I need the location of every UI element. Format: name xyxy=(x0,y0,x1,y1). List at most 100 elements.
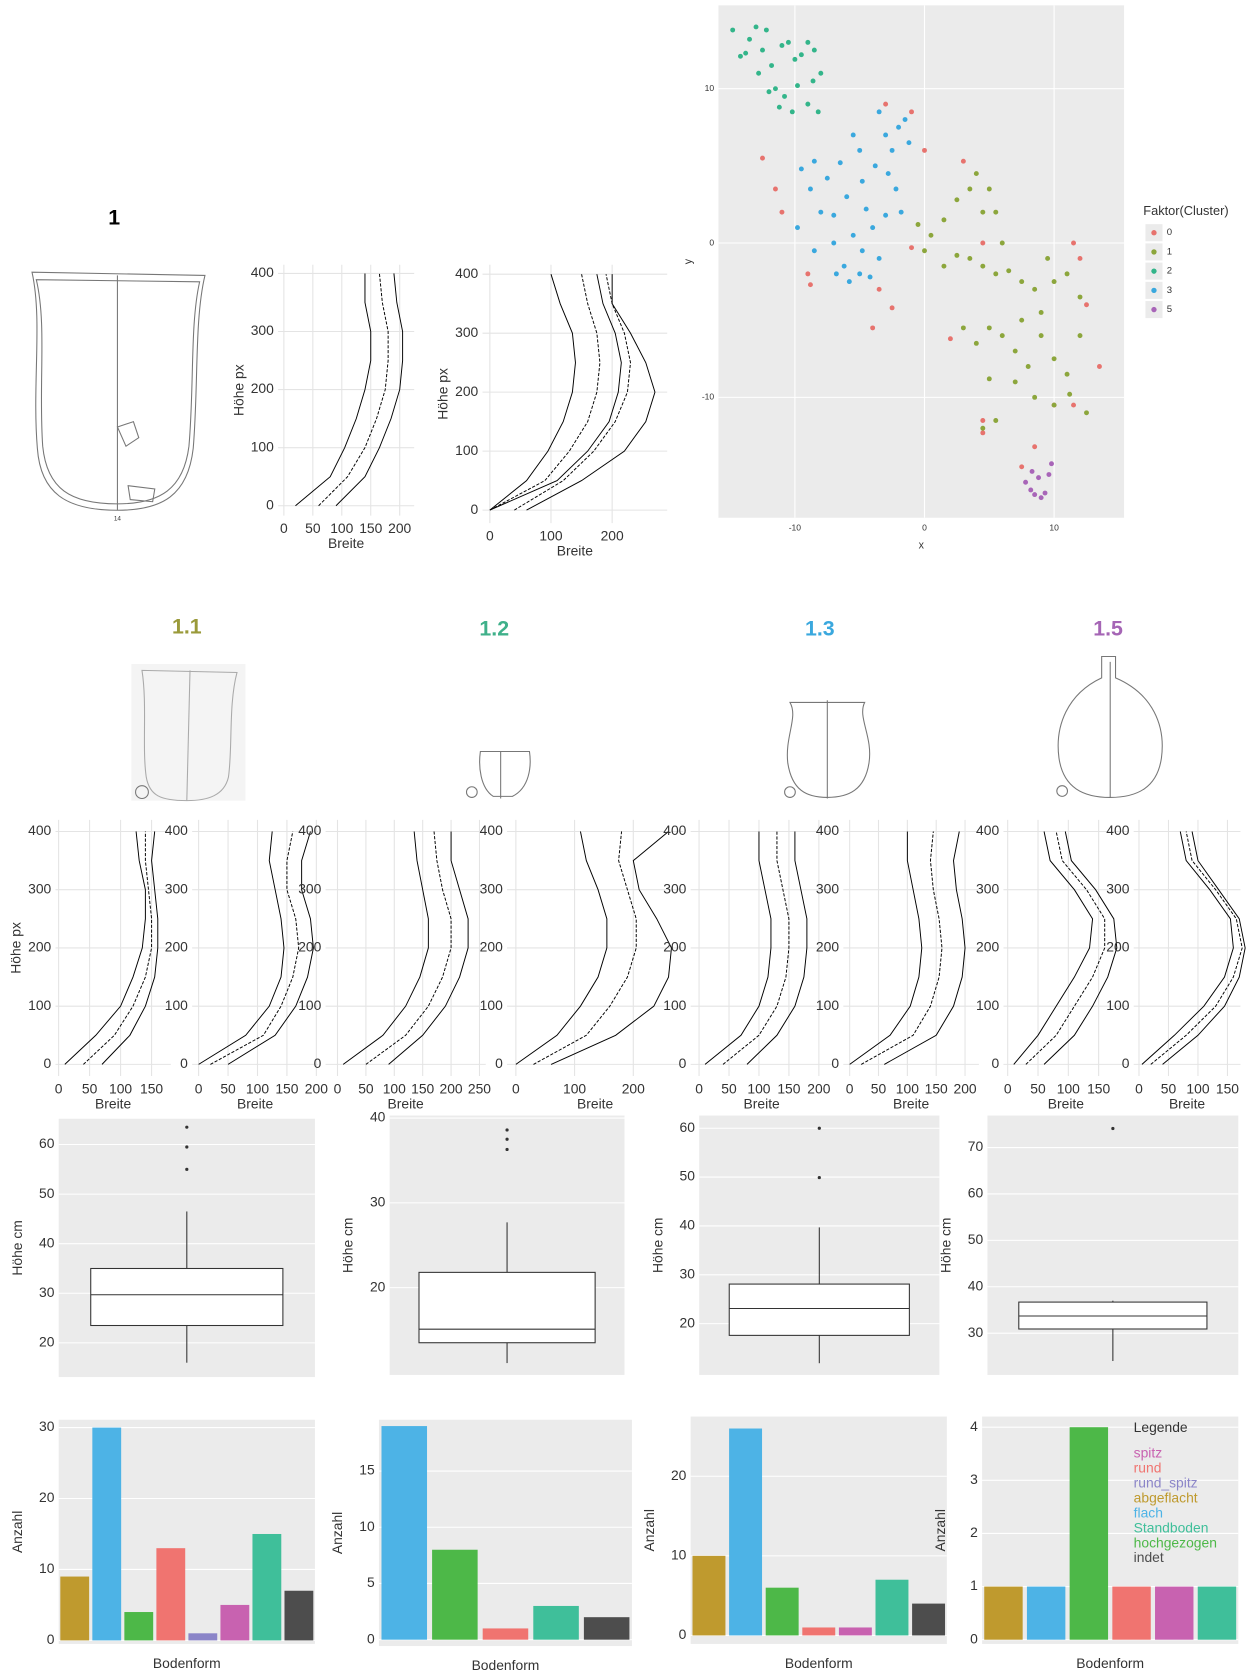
y-tick-label: 200 xyxy=(165,939,188,955)
scatter-point xyxy=(980,209,986,215)
y-tick-label: 200 xyxy=(480,939,503,955)
x-tick-label: 100 xyxy=(383,1081,406,1097)
outlier xyxy=(505,1137,509,1141)
outlier xyxy=(817,1175,821,1180)
scatter-point xyxy=(999,333,1005,339)
x-axis-title: Breite xyxy=(557,543,593,559)
scatter-point xyxy=(1064,271,1070,277)
x-tick-label: 0 xyxy=(195,1081,203,1097)
scatter-point xyxy=(1028,487,1034,493)
y-tick-label: 100 xyxy=(251,438,274,454)
y-tick-label: 400 xyxy=(165,822,188,838)
scatter-point xyxy=(766,89,772,95)
legend-label: 1 xyxy=(1167,246,1172,257)
x-axis-title: Bodenform xyxy=(785,1655,853,1671)
scatter-point xyxy=(1032,444,1038,450)
y-tick-label: 300 xyxy=(1106,880,1129,896)
bar xyxy=(188,1633,218,1641)
x-tick-label: 200 xyxy=(305,1081,328,1097)
plot-background xyxy=(982,1416,1239,1644)
profile-line xyxy=(489,274,576,511)
y-tick-label: 200 xyxy=(455,383,478,399)
y-tick-label: 3 xyxy=(970,1471,978,1487)
y-tick-label: 40 xyxy=(680,1217,696,1233)
scatter-point xyxy=(922,248,927,254)
y-tick-label: 300 xyxy=(816,880,839,896)
y-tick-label: 0 xyxy=(367,1630,375,1646)
scatter-point xyxy=(1029,468,1035,474)
y-tick-label: 100 xyxy=(663,997,686,1013)
profile-line xyxy=(1043,831,1118,1065)
scatter-point xyxy=(792,56,798,62)
scatter-point xyxy=(980,418,986,423)
y-tick-label: 15 xyxy=(359,1462,375,1478)
scatter-point xyxy=(928,232,934,238)
bar xyxy=(1155,1586,1194,1640)
scatter-point xyxy=(1045,255,1051,261)
y-tick-label: 0 xyxy=(1122,1055,1130,1071)
x-axis-title: Breite xyxy=(577,1096,613,1112)
y-tick-label: 300 xyxy=(251,322,274,338)
bar xyxy=(1112,1586,1151,1640)
y-axis-title: Höhe px xyxy=(435,368,451,420)
y-tick-label: 0 xyxy=(471,501,479,517)
y-axis-title: y xyxy=(682,258,694,264)
y-tick-label: 50 xyxy=(680,1168,696,1184)
legend-label: abgeflacht xyxy=(1134,1489,1198,1505)
scatter-point xyxy=(986,186,992,192)
scatter-point xyxy=(1077,255,1083,261)
x-tick-label: 200 xyxy=(622,1081,645,1097)
scatter-point xyxy=(837,160,843,166)
y-tick-label: 0 xyxy=(991,1055,999,1071)
plot-background xyxy=(278,264,415,516)
y-tick-label: 40 xyxy=(968,1277,984,1293)
y-tick-label: 200 xyxy=(976,939,999,955)
profile-line xyxy=(342,831,429,1065)
y-tick-label: 30 xyxy=(39,1418,55,1434)
scatter-point xyxy=(1032,286,1038,292)
y-axis-title: Höhe cm xyxy=(649,1218,665,1273)
legend-label: flach xyxy=(1134,1504,1163,1520)
x-tick-label: 0 xyxy=(1004,1081,1012,1097)
scatter-point xyxy=(960,325,966,331)
x-axis-title: Bodenform xyxy=(1076,1655,1144,1671)
scatter-point xyxy=(947,336,953,342)
x-tick-label: 50 xyxy=(358,1081,374,1097)
scatter-point xyxy=(785,39,791,45)
scatter-point xyxy=(1038,333,1044,339)
legend-label: 0 xyxy=(1167,227,1172,238)
y-tick-label: 30 xyxy=(968,1324,984,1340)
vessel-marker xyxy=(465,786,478,798)
y-tick-label: 300 xyxy=(165,880,188,896)
scatter-point xyxy=(986,376,992,382)
y-tick-label: 0 xyxy=(314,1055,322,1071)
scatter-point xyxy=(1032,394,1038,400)
y-tick-label: 400 xyxy=(1106,822,1129,838)
x-axis-title: Breite xyxy=(237,1096,273,1112)
scatter-point xyxy=(1006,268,1012,274)
scatter-point xyxy=(795,83,800,89)
scatter-point xyxy=(789,109,795,115)
y-tick-label: 200 xyxy=(298,939,321,955)
scatter-point xyxy=(967,255,973,261)
scatter-point xyxy=(756,70,762,76)
scatter-point xyxy=(1049,461,1054,467)
scatter-point xyxy=(772,186,778,192)
scatter-point xyxy=(1084,302,1089,308)
scatter-point xyxy=(841,263,847,269)
y-tick-label: 100 xyxy=(165,997,188,1013)
legend-marker xyxy=(1151,306,1157,313)
y-tick-label: 20 xyxy=(370,1278,386,1294)
y-tick-label: 400 xyxy=(251,264,274,280)
scatter-point xyxy=(941,263,947,269)
y-tick-label: 60 xyxy=(968,1185,984,1201)
vessel-outline xyxy=(479,750,531,797)
y-axis-title: Anzahl xyxy=(9,1511,25,1553)
legend-label: rund xyxy=(1134,1460,1162,1476)
scatter-point xyxy=(1051,279,1057,285)
vessel-drawings xyxy=(31,271,1163,802)
scatter-point xyxy=(1019,317,1025,323)
scatter-point xyxy=(954,252,960,258)
scatter-point xyxy=(954,197,960,203)
